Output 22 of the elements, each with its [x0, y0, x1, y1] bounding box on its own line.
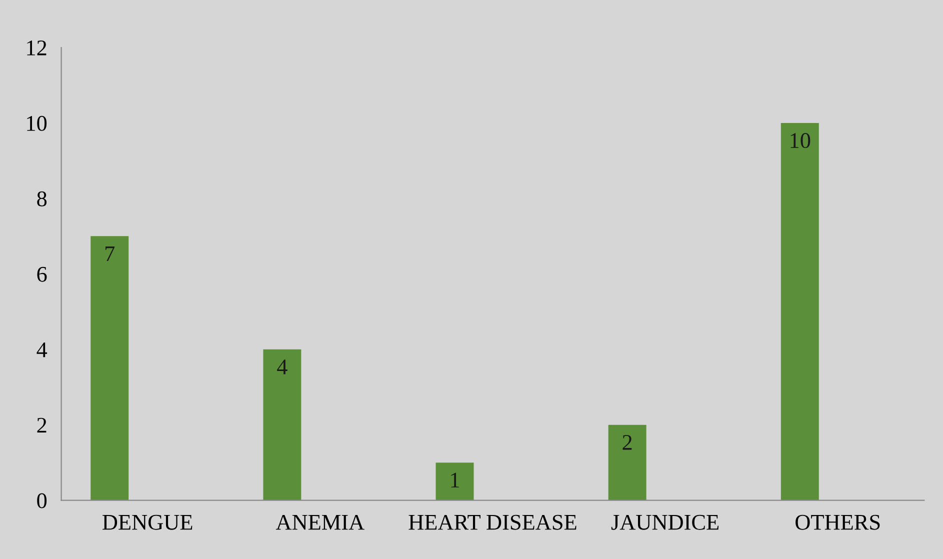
bar — [90, 236, 129, 500]
y-tick-label: 2 — [37, 418, 46, 433]
y-tick-label: 10 — [27, 116, 47, 131]
x-tick-label: DENGUE — [102, 514, 192, 530]
y-tick-label: 8 — [37, 191, 47, 206]
bar — [436, 462, 474, 500]
y-tick-label: 12 — [27, 40, 46, 56]
bar — [608, 424, 646, 500]
x-tick-label: ANEMIA — [276, 514, 364, 530]
x-tick-label: OTHERS — [796, 514, 880, 530]
data-label: 1 — [451, 472, 459, 488]
data-label: 2 — [622, 434, 632, 450]
bar — [263, 349, 302, 500]
x-tick-label: JAUNDICE — [611, 514, 718, 530]
bar — [780, 122, 819, 500]
y-tick-label: 4 — [36, 342, 48, 358]
data-label: 7 — [106, 246, 115, 262]
x-tick-label: HEART DISEASE — [408, 514, 576, 530]
y-tick-label: 0 — [37, 493, 47, 508]
data-label: 10 — [790, 133, 810, 148]
y-tick-label: 6 — [37, 266, 47, 282]
data-label: 4 — [277, 360, 288, 374]
